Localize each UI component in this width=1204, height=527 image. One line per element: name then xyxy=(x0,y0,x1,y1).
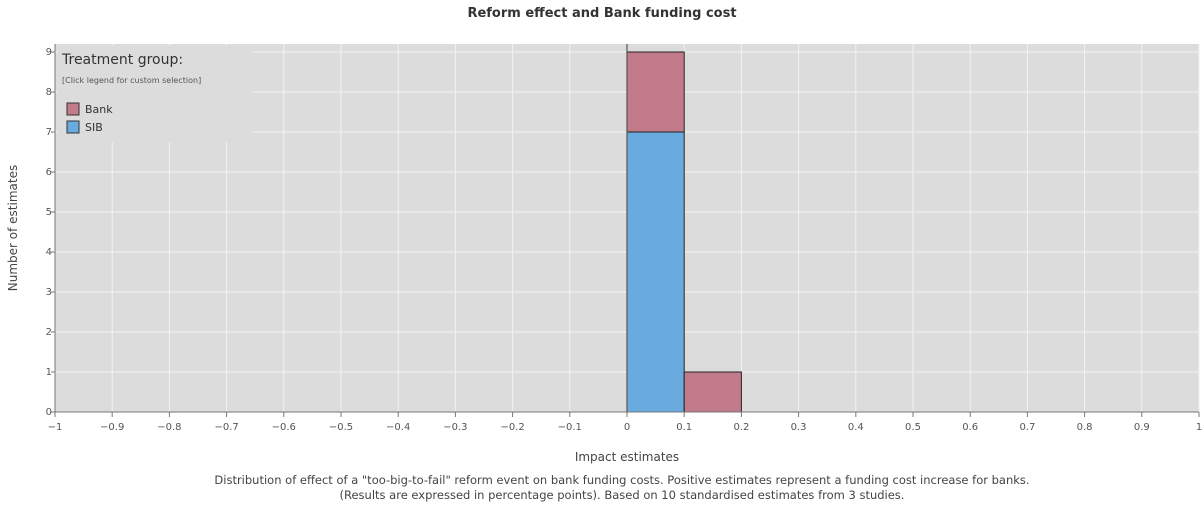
x-tick-label: −0.5 xyxy=(329,422,353,433)
x-tick-label: −0.4 xyxy=(386,422,410,433)
x-tick-label: 0.4 xyxy=(848,422,864,433)
legend-background xyxy=(58,46,252,142)
y-tick-label: 1 xyxy=(46,367,52,378)
legend-label-sib: SIB xyxy=(85,121,103,134)
bar-bank-bin-0[interactable] xyxy=(626,51,685,133)
y-axis-ticks: 0 1 2 3 4 5 6 7 8 9 xyxy=(46,47,55,418)
x-tick-label: 0.6 xyxy=(962,422,978,433)
y-tick-label: 6 xyxy=(46,167,52,178)
y-tick-label: 5 xyxy=(46,207,52,218)
y-tick-label: 4 xyxy=(46,247,52,258)
y-tick-label: 3 xyxy=(46,287,52,298)
legend-title: Treatment group: xyxy=(61,52,183,68)
bar-bank-bin-1[interactable] xyxy=(683,371,742,413)
x-tick-label: 0.1 xyxy=(676,422,692,433)
x-tick-label: −0.2 xyxy=(500,422,524,433)
x-tick-label: 0 xyxy=(624,422,630,433)
chart-title: Reform effect and Bank funding cost xyxy=(467,6,737,21)
x-tick-label: −0.1 xyxy=(558,422,582,433)
x-axis-title: Impact estimates xyxy=(575,450,679,464)
x-tick-label: 0.2 xyxy=(733,422,749,433)
legend-label-bank: Bank xyxy=(85,103,113,116)
y-tick-label: 9 xyxy=(46,47,52,58)
x-axis-ticks: −1 −0.9 −0.8 −0.7 −0.6 −0.5 −0.4 −0.3 −0.2 −0.1 0 0… xyxy=(48,412,1202,433)
x-tick-label: −0.9 xyxy=(100,422,124,433)
x-tick-label: −0.6 xyxy=(272,422,296,433)
legend-item-bank[interactable]: Bank xyxy=(66,102,113,116)
x-tick-label: −0.3 xyxy=(443,422,467,433)
x-tick-label: 0.3 xyxy=(791,422,807,433)
bar-sib-bin-0[interactable] xyxy=(626,131,685,413)
legend[interactable]: Treatment group: [Click legend for custo… xyxy=(58,46,252,142)
x-tick-label: −0.7 xyxy=(214,422,238,433)
x-tick-label: −1 xyxy=(48,422,63,433)
histogram-chart: −1 −0.9 −0.8 −0.7 −0.6 −0.5 −0.4 −0.3 −0.2 −0.1 0 0… xyxy=(6,44,1202,464)
y-axis-title: Number of estimates xyxy=(6,165,20,291)
legend-item-sib[interactable]: SIB xyxy=(66,120,103,134)
x-tick-label: 0.5 xyxy=(905,422,921,433)
x-tick-label: −0.8 xyxy=(157,422,181,433)
x-tick-label: 1 xyxy=(1196,422,1202,433)
x-tick-label: 0.8 xyxy=(1077,422,1093,433)
x-tick-label: 0.7 xyxy=(1019,422,1035,433)
y-tick-label: 7 xyxy=(46,127,52,138)
x-tick-label: 0.9 xyxy=(1134,422,1150,433)
y-tick-label: 0 xyxy=(46,407,52,418)
legend-subtitle: [Click legend for custom selection] xyxy=(62,76,201,85)
legend-swatch-bank xyxy=(66,102,80,116)
chart-caption: Distribution of effect of a "too-big-to-… xyxy=(214,473,1030,502)
legend-swatch-sib xyxy=(66,120,80,134)
y-tick-label: 8 xyxy=(46,87,52,98)
y-tick-label: 2 xyxy=(46,327,52,338)
